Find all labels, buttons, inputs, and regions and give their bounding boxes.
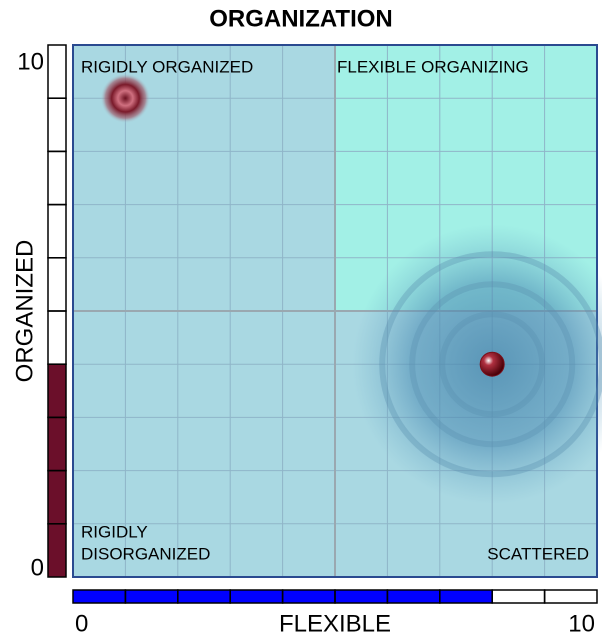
halo: [352, 224, 602, 505]
x-axis-label: FLEXIBLE: [279, 610, 391, 637]
x-bar-segment: [543, 589, 598, 604]
x-bar-segment: [491, 589, 546, 604]
y-tick-label: 0: [31, 554, 44, 581]
quadrant-label: FLEXIBLE ORGANIZING: [337, 57, 529, 76]
quadrant-label: DISORGANIZED: [81, 544, 210, 563]
y-bar-segment: [47, 44, 67, 99]
y-axis-label: ORGANIZED: [11, 240, 38, 383]
x-tick-label: 10: [568, 610, 595, 637]
y-bar-segment: [47, 257, 67, 312]
y-bar-segment: [47, 203, 67, 259]
point: [100, 73, 151, 124]
x-tick-label: 0: [75, 610, 88, 637]
halo-ring: [409, 281, 576, 448]
y-bar-segment: [47, 310, 67, 365]
quadrant-label: RIGIDLY ORGANIZED: [81, 57, 253, 76]
y-bar-segment: [47, 523, 67, 578]
halo-ring: [439, 311, 546, 418]
y-bar-segment: [47, 97, 67, 153]
y-tick-label: 10: [17, 48, 44, 75]
point: [479, 351, 505, 377]
y-bar-segment: [47, 150, 67, 206]
halo-ring: [379, 251, 602, 478]
quadrant-label: RIGIDLY: [81, 522, 148, 541]
quadrant-label: SCATTERED: [487, 544, 589, 563]
chart-title: ORGANIZATION: [209, 5, 393, 32]
quadrant-bottom-left: [73, 311, 335, 577]
